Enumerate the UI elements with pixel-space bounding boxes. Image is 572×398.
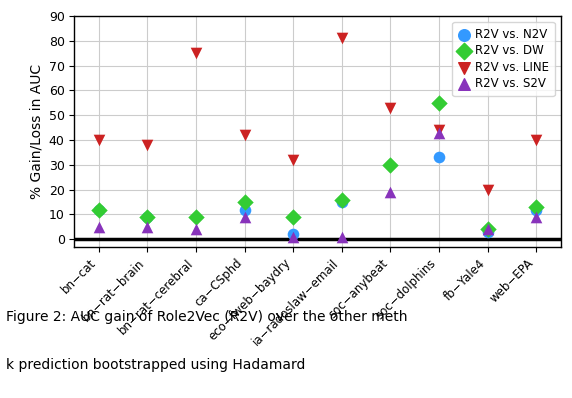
Point: [240, 206, 249, 213]
Point: [337, 197, 346, 203]
Point: [435, 154, 444, 160]
Point: [483, 187, 492, 193]
Point: [337, 35, 346, 41]
Point: [94, 137, 104, 143]
Point: [532, 137, 541, 143]
Point: [337, 199, 346, 205]
Point: [143, 214, 152, 220]
Point: [143, 142, 152, 148]
Point: [483, 226, 492, 232]
Point: [288, 214, 297, 220]
Point: [435, 129, 444, 136]
Point: [94, 206, 104, 213]
Point: [143, 214, 152, 220]
Point: [240, 214, 249, 220]
Point: [532, 206, 541, 213]
Point: [94, 224, 104, 230]
Point: [483, 226, 492, 232]
Point: [386, 162, 395, 168]
Y-axis label: % Gain/Loss in AUC: % Gain/Loss in AUC: [29, 64, 43, 199]
Point: [288, 231, 297, 238]
Point: [94, 206, 104, 213]
Point: [240, 199, 249, 205]
Legend: R2V vs. N2V, R2V vs. DW, R2V vs. LINE, R2V vs. S2V: R2V vs. N2V, R2V vs. DW, R2V vs. LINE, R…: [452, 22, 555, 96]
Point: [191, 226, 200, 232]
Point: [240, 132, 249, 138]
Point: [435, 100, 444, 106]
Point: [532, 214, 541, 220]
Text: k prediction bootstrapped using Hadamard: k prediction bootstrapped using Hadamard: [6, 358, 305, 372]
Point: [532, 204, 541, 210]
Point: [288, 157, 297, 163]
Point: [191, 50, 200, 57]
Point: [483, 229, 492, 235]
Point: [191, 214, 200, 220]
Text: Figure 2: AUC gain of Role2Vec (R2V) over the other meth: Figure 2: AUC gain of Role2Vec (R2V) ove…: [6, 310, 407, 324]
Point: [337, 234, 346, 240]
Point: [143, 224, 152, 230]
Point: [386, 105, 395, 111]
Point: [435, 127, 444, 133]
Point: [288, 234, 297, 240]
Point: [386, 189, 395, 195]
